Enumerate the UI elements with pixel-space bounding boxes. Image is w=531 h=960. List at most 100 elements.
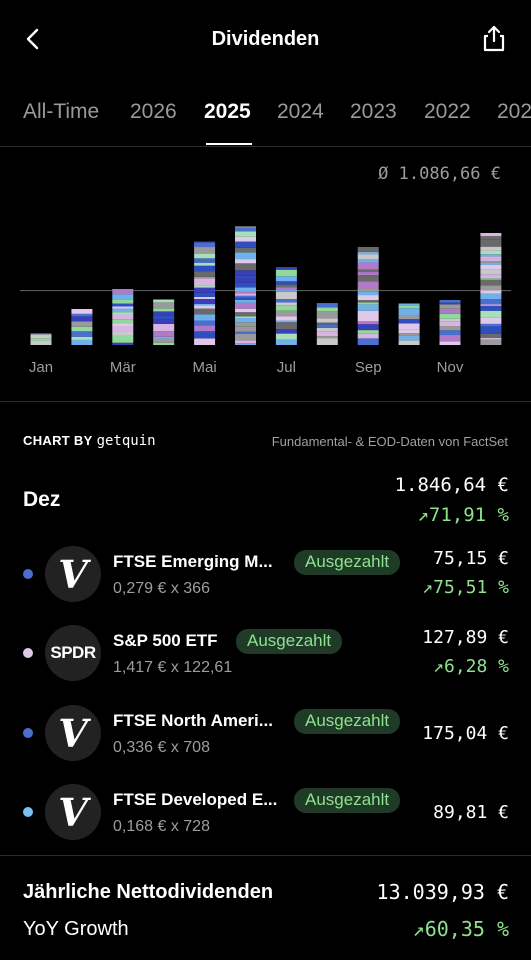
bar-segment (112, 319, 134, 324)
bar-segment (30, 340, 52, 345)
bar-segment (398, 319, 420, 324)
bar-segment (480, 279, 502, 286)
bar-segment (112, 323, 134, 326)
bar-segment (112, 289, 134, 295)
bar-segment (153, 338, 175, 343)
yoy-growth-label: YoY Growth (23, 918, 129, 940)
tab-2025[interactable]: 2025 (204, 100, 251, 123)
tab-2024[interactable]: 2024 (277, 100, 324, 123)
bar-segment (194, 285, 216, 288)
bar-segment (316, 327, 338, 332)
bar-segment (153, 323, 175, 332)
bar-segment (194, 276, 216, 279)
data-source: Fundamental- & EOD-Daten von FactSet (271, 434, 508, 449)
asset-detail: 0,279 € x 366 (113, 580, 210, 597)
page-title: Dividenden (211, 28, 320, 50)
bar-segment (235, 340, 256, 344)
bar-segment (398, 315, 420, 320)
bar-segment (357, 288, 379, 292)
bar-segment (194, 253, 216, 259)
bar-Sep[interactable] (357, 247, 379, 345)
bar-segment (439, 308, 461, 314)
bar-segment (153, 299, 175, 303)
tab-2026[interactable]: 2026 (130, 100, 177, 123)
bar-Jun[interactable] (235, 226, 256, 346)
bar-segment (194, 265, 216, 272)
tab-2023[interactable]: 2023 (350, 100, 397, 123)
bar-segment (235, 231, 256, 237)
bar-segment (235, 287, 256, 292)
bar-segment (357, 333, 379, 339)
bar-segment (194, 278, 216, 286)
bar-segment (398, 335, 420, 341)
bar-segment (235, 299, 256, 303)
bar-Dez[interactable] (480, 233, 502, 345)
bar-segment (194, 317, 216, 321)
bar-segment (112, 294, 134, 300)
bar-Feb[interactable] (71, 309, 93, 345)
list-item[interactable]: SPDR S&P 500 ETF Ausgezahlt 1,417 € x 12… (0, 619, 531, 689)
bar-segment (275, 322, 297, 330)
bar-Jul[interactable] (275, 267, 297, 345)
bar-segment (194, 262, 216, 266)
status-badge: Ausgezahlt (236, 629, 343, 654)
list-item[interactable]: V FTSE Developed E... Ausgezahlt 0,168 €… (0, 778, 531, 848)
bar-segment (275, 305, 297, 311)
bar-segment (439, 321, 461, 327)
bar-Mai[interactable] (194, 241, 216, 346)
bar-segment (112, 335, 134, 343)
bar-segment (398, 329, 420, 334)
bar-segment (316, 338, 338, 345)
bar-segment (480, 293, 502, 300)
bar-segment (71, 336, 93, 340)
status-badge: Ausgezahlt (294, 788, 401, 813)
bar-segment (112, 299, 134, 304)
bar-segment (316, 318, 338, 323)
bar-segment (357, 247, 379, 252)
bar-Mär[interactable] (112, 289, 134, 345)
bar-Apr[interactable] (153, 299, 175, 346)
bar-segment (480, 317, 502, 324)
asset-detail: 0,336 € x 708 (113, 739, 210, 756)
month-growth: ↗71,91 % (417, 504, 509, 526)
bar-segment (71, 326, 93, 332)
net-dividends-total: 13.039,93 € (376, 880, 509, 904)
bar-segment (153, 315, 175, 320)
bar-segment (275, 276, 297, 282)
bar-segment (235, 295, 256, 298)
bar-segment (316, 322, 338, 325)
tab-2021[interactable]: 202 (497, 100, 531, 123)
bar-segment (194, 241, 216, 243)
color-dot (23, 569, 33, 579)
bar-segment (480, 278, 502, 280)
bar-segment (480, 262, 502, 265)
bar-segment (439, 304, 461, 309)
share-icon[interactable] (481, 24, 507, 52)
bar-Nov[interactable] (439, 300, 461, 345)
bar-segment (235, 317, 256, 323)
bar-segment (275, 339, 297, 345)
bar-segment (30, 338, 52, 341)
x-tick-label: Sep (355, 359, 382, 376)
tab-2022[interactable]: 2022 (424, 100, 471, 123)
tab-all-time[interactable]: All-Time (23, 100, 100, 123)
month-total: 1.846,64 € (394, 474, 509, 496)
bar-segment (275, 291, 297, 300)
net-dividends-label: Jährliche Nettodividenden (23, 881, 274, 903)
list-item[interactable]: V FTSE North Ameri... Ausgezahlt 0,336 €… (0, 699, 531, 769)
bar-segment (480, 274, 502, 276)
bar-segment (357, 251, 379, 255)
chevron-left-icon[interactable] (20, 26, 46, 52)
bar-Okt[interactable] (398, 303, 420, 346)
bar-segment (439, 300, 461, 303)
list-item[interactable]: V FTSE Emerging M... Ausgezahlt 0,279 € … (0, 540, 531, 610)
asset-name: FTSE Developed E... (113, 790, 278, 809)
color-dot (23, 728, 33, 738)
bar-segment (316, 303, 338, 308)
bar-segment (194, 338, 216, 345)
bar-Jan[interactable] (30, 333, 52, 345)
dividend-bar-chart[interactable]: Jan Mär Mai Jul Sep Nov (0, 200, 531, 390)
bar-segment (439, 318, 461, 322)
bar-segment (235, 252, 256, 260)
bar-Aug[interactable] (316, 303, 338, 345)
